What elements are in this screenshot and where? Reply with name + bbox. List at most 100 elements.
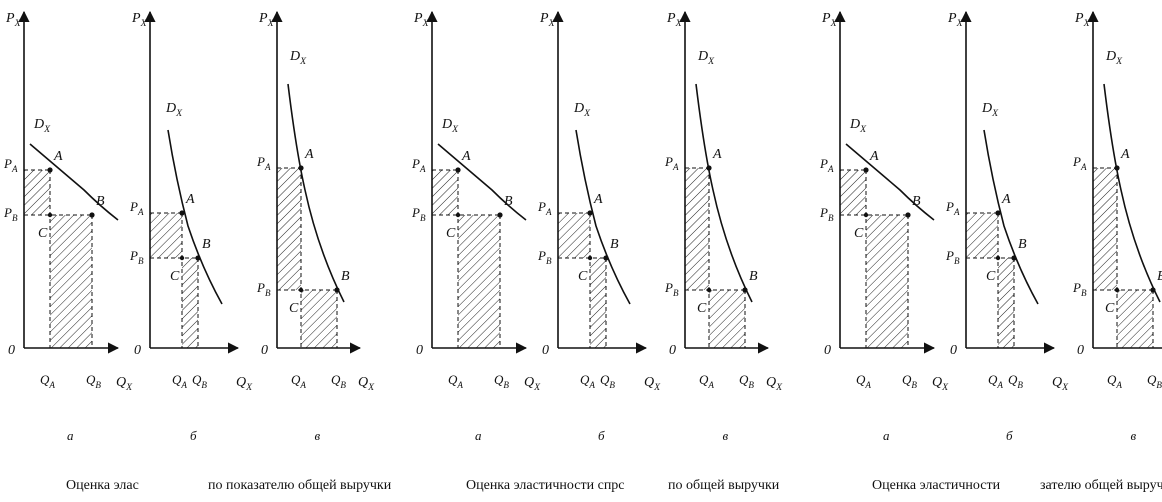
revenue-loss-area [277,168,301,290]
revenue-loss-area [24,170,50,215]
revenue-loss-area [150,213,182,258]
y-axis-label: PX [5,11,22,29]
quantity-a-label: QA [40,372,55,390]
quantity-b-label: QB [494,372,509,390]
origin-label: 0 [824,343,831,358]
price-a-label: PA [1072,154,1087,172]
x-axis-label: QX [1052,375,1069,393]
point-b-label: B [749,269,758,284]
quantity-a-label: QA [856,372,871,390]
panel-1-а: PX QX 0 DX PA PB QA QB A B Cа [3,10,133,443]
caption-group-3-left: Оценка эластичности [872,478,1001,493]
panel-3-б: PX QX 0 DX PA PB QA QB A B Cб [945,10,1069,443]
x-axis-label: QX [358,375,375,393]
point-c-label: C [578,269,588,284]
price-a-label: PA [664,154,679,172]
panel-letter: в [723,428,729,443]
revenue-gain-area [50,215,92,348]
point-b [195,255,201,261]
point-b-label: B [1018,237,1027,252]
quantity-b-label: QB [739,372,754,390]
quantity-b-label: QB [86,372,101,390]
origin-label: 0 [416,343,423,358]
revenue-gain-area [998,258,1014,348]
price-a-label: PA [129,199,144,217]
price-a-label: PA [411,156,426,174]
panel-1-б: PX QX 0 DX PA PB QA QB A B Cб [129,10,253,443]
point-a-label: A [304,147,314,162]
origin-label: 0 [542,343,549,358]
y-axis-label: PX [413,11,430,29]
point-c-label: C [289,301,299,316]
quantity-a-label: QA [988,372,1003,390]
quantity-a-label: QA [699,372,714,390]
point-c [995,255,1001,261]
quantity-b-label: QB [1147,372,1162,390]
x-axis-label: QX [116,375,133,393]
point-b-label: B [202,237,211,252]
y-axis-label: PX [258,11,275,29]
price-b-label: PB [1072,280,1087,298]
revenue-loss-area [685,168,709,290]
y-axis-label: PX [821,11,838,29]
panel-2-а: PX QX 0 DX PA PB QA QB A B Cа [411,10,541,443]
x-axis-label: QX [766,375,783,393]
caption-group-1-left: Оценка элас [66,478,139,493]
demand-curve-label: DX [981,101,999,119]
demand-curve-label: DX [697,49,715,67]
panel-2-в: PX QX 0 DX PA PB QA QB A B Cв [664,10,783,443]
point-a [863,167,869,173]
revenue-gain-area [301,290,337,348]
point-a-label: A [1120,147,1130,162]
panel-letter: а [475,428,482,443]
revenue-loss-area [558,213,590,258]
point-b-label: B [341,269,350,284]
demand-curve [845,143,935,221]
point-a [179,210,185,216]
quantity-a-label: QA [172,372,187,390]
y-axis-label: PX [666,11,683,29]
caption-group-2-right: по общей выручки [668,478,780,493]
demand-curve-label: DX [849,117,867,135]
point-c-label: C [170,269,180,284]
revenue-gain-area [1117,290,1153,348]
demand-curve-label: DX [1105,49,1123,67]
point-c-label: C [854,226,864,241]
quantity-a-label: QA [1107,372,1122,390]
point-b-label: B [504,194,513,209]
price-a-label: PA [945,199,960,217]
point-c [298,287,304,293]
point-c [587,255,593,261]
point-a-label: A [53,149,63,164]
revenue-gain-area [182,258,198,348]
demand-curve [575,129,631,305]
point-c-label: C [38,226,48,241]
price-b-label: PB [256,280,271,298]
point-a [1114,165,1120,171]
revenue-gain-area [709,290,745,348]
panel-1-в: PX QX 0 DX PA PB QA QB A B Cв [256,10,375,443]
demand-curve [695,83,753,303]
point-a-label: A [461,149,471,164]
panel-letter: б [1006,428,1013,443]
quantity-a-label: QA [448,372,463,390]
point-b [1011,255,1017,261]
demand-curve-label: DX [33,117,51,135]
point-c-label: C [1105,301,1115,316]
quantity-a-label: QA [580,372,595,390]
point-b [742,287,748,293]
quantity-a-label: QA [291,372,306,390]
x-axis-label: QX [236,375,253,393]
quantity-b-label: QB [331,372,346,390]
point-a [455,167,461,173]
demand-curve [167,129,223,305]
origin-label: 0 [1077,343,1084,358]
point-a [995,210,1001,216]
demand-curve-label: DX [289,49,307,67]
point-a-label: A [1001,192,1011,207]
price-a-label: PA [256,154,271,172]
x-axis-label: QX [932,375,949,393]
x-axis-label: QX [644,375,661,393]
